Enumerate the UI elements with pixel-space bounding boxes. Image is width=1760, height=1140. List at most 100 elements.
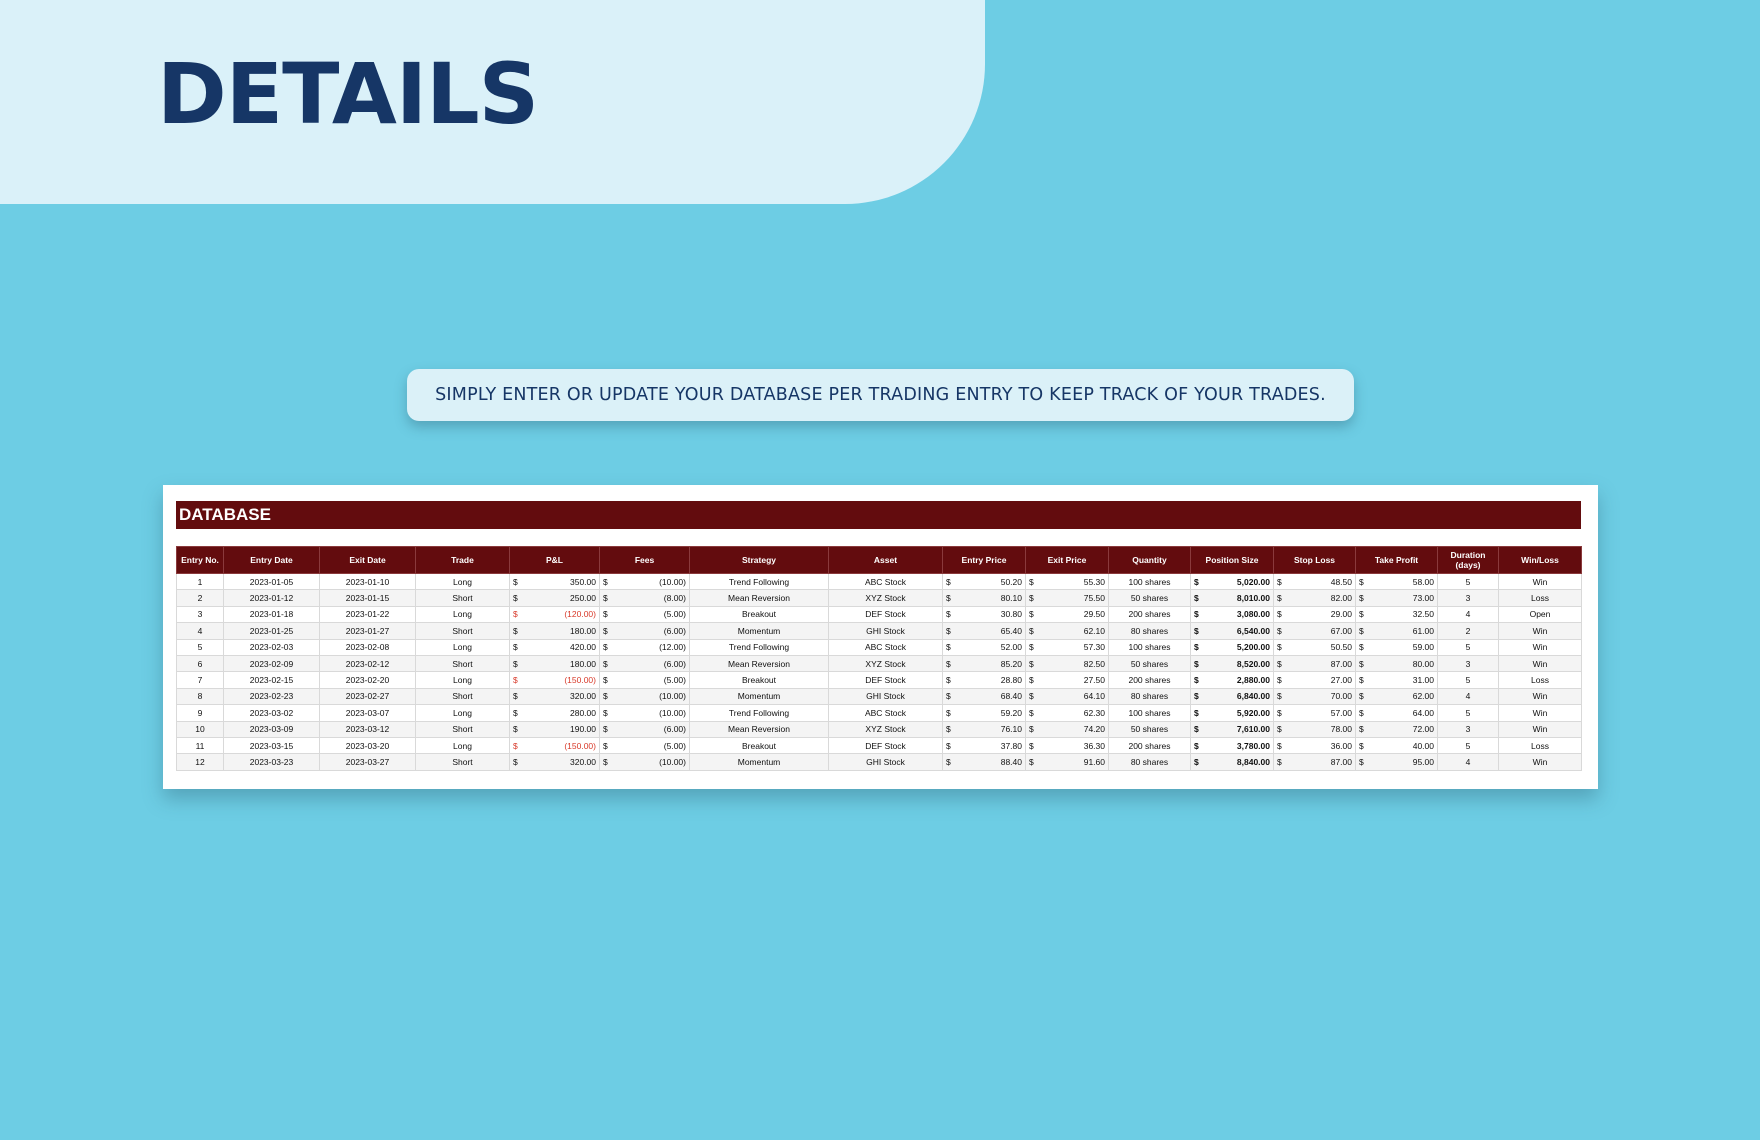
currency-symbol: $ — [513, 707, 518, 718]
cell-exit-date: 2023-02-08 — [319, 638, 416, 656]
cell-entry-date: 2023-03-15 — [223, 736, 320, 755]
amount: 28.80 — [1000, 675, 1022, 686]
table-row: 1 2023-01-05 2023-01-10 Long $350.00 $ (10.00)… — [176, 572, 1582, 591]
cell-duration: 5 — [1437, 638, 1499, 656]
currency-value: $30.80 — [946, 609, 1022, 619]
cell-pnl: $320.00 — [509, 687, 600, 706]
cell-entry-no: 12 — [176, 753, 224, 771]
cell-duration: 3 — [1437, 720, 1499, 738]
amount: 37.80 — [1000, 740, 1022, 751]
table-row: 8 2023-02-23 2023-02-27 Short $320.00 $ (10.00… — [176, 687, 1582, 706]
amount: 36.00 — [1330, 740, 1352, 751]
cell-pnl: $ (150.00) — [509, 736, 600, 755]
column-header: Exit Price — [1025, 546, 1109, 574]
currency-value: $6,540.00 — [1194, 626, 1270, 636]
amount: 280.00 — [570, 707, 596, 718]
amount: 61.00 — [1412, 625, 1434, 636]
amount: 32.50 — [1412, 609, 1434, 620]
cell-exit-price: $91.60 — [1025, 753, 1109, 771]
amount: 8,010.00 — [1236, 593, 1270, 604]
amount: (150.00) — [564, 675, 596, 686]
cell-fees: $ (12.00) — [599, 638, 690, 656]
column-header: Take Profit — [1355, 546, 1438, 574]
cell-quantity: 100 shares — [1108, 704, 1191, 722]
currency-symbol: $ — [603, 724, 608, 735]
amount: 87.00 — [1330, 658, 1352, 669]
cell-position-size: $5,200.00 — [1190, 638, 1274, 656]
currency-symbol: $ — [1194, 707, 1199, 718]
currency-value: $ (5.00) — [603, 675, 686, 685]
cell-pnl: $190.00 — [509, 720, 600, 738]
cell-win-loss: Loss — [1498, 671, 1582, 689]
cell-quantity: 50 shares — [1108, 720, 1191, 738]
cell-entry-no: 8 — [176, 687, 224, 706]
currency-symbol: $ — [1277, 756, 1282, 767]
currency-value: $8,840.00 — [1194, 757, 1270, 767]
currency-value: $350.00 — [513, 577, 596, 587]
cell-trade: Short — [415, 589, 510, 607]
cell-position-size: $8,840.00 — [1190, 753, 1274, 771]
amount: 73.00 — [1412, 593, 1434, 604]
cell-asset: ABC Stock — [828, 704, 943, 722]
table-row: 12 2023-03-23 2023-03-27 Short $320.00 $ (10.0… — [176, 753, 1582, 771]
currency-value: $91.60 — [1029, 757, 1105, 767]
amount: 36.30 — [1083, 740, 1105, 751]
cell-exit-date: 2023-02-27 — [319, 687, 416, 706]
cell-exit-price: $62.30 — [1025, 704, 1109, 722]
currency-symbol: $ — [946, 724, 951, 735]
amount: 87.00 — [1330, 756, 1352, 767]
currency-symbol: $ — [946, 593, 951, 604]
cell-take-profit: $64.00 — [1355, 704, 1438, 722]
currency-value: $62.10 — [1029, 626, 1105, 636]
amount: 420.00 — [570, 642, 596, 653]
cell-trade: Long — [415, 671, 510, 689]
cell-stop-loss: $82.00 — [1273, 589, 1356, 607]
amount: 67.00 — [1330, 625, 1352, 636]
cell-duration: 4 — [1437, 605, 1499, 624]
currency-symbol: $ — [946, 756, 951, 767]
cell-entry-date: 2023-01-05 — [223, 572, 320, 591]
amount: 76.10 — [1000, 724, 1022, 735]
cell-strategy: Mean Reversion — [689, 589, 829, 607]
cell-stop-loss: $48.50 — [1273, 572, 1356, 591]
currency-symbol: $ — [603, 740, 608, 751]
amount: 65.40 — [1000, 625, 1022, 636]
currency-symbol: $ — [513, 691, 518, 702]
cell-duration: 4 — [1437, 753, 1499, 771]
currency-symbol: $ — [1029, 740, 1034, 751]
cell-stop-loss: $57.00 — [1273, 704, 1356, 722]
amount: 29.50 — [1083, 609, 1105, 620]
cell-position-size: $3,780.00 — [1190, 736, 1274, 755]
cell-fees: $ (5.00) — [599, 671, 690, 689]
currency-symbol: $ — [513, 642, 518, 653]
currency-value: $3,080.00 — [1194, 609, 1270, 619]
currency-value: $5,920.00 — [1194, 708, 1270, 718]
cell-fees: $ (5.00) — [599, 605, 690, 624]
page-title: DETAILS — [157, 45, 539, 143]
cell-strategy: Momentum — [689, 753, 829, 771]
cell-asset: DEF Stock — [828, 671, 943, 689]
cell-duration: 2 — [1437, 622, 1499, 640]
amount: 62.30 — [1083, 707, 1105, 718]
column-header: Win/Loss — [1498, 546, 1582, 574]
cell-entry-price: $37.80 — [942, 736, 1026, 755]
currency-value: $ (150.00) — [513, 741, 596, 751]
cell-quantity: 80 shares — [1108, 687, 1191, 706]
cell-position-size: $2,880.00 — [1190, 671, 1274, 689]
cell-entry-date: 2023-02-23 — [223, 687, 320, 706]
cell-win-loss: Win — [1498, 753, 1582, 771]
currency-symbol: $ — [1029, 576, 1034, 587]
amount: 55.30 — [1083, 576, 1105, 587]
cell-quantity: 50 shares — [1108, 589, 1191, 607]
cell-asset: GHI Stock — [828, 622, 943, 640]
cell-win-loss: Win — [1498, 638, 1582, 656]
cell-exit-price: $82.50 — [1025, 654, 1109, 673]
cell-quantity: 200 shares — [1108, 605, 1191, 624]
amount: 72.00 — [1412, 724, 1434, 735]
column-header: Trade — [415, 546, 510, 574]
currency-symbol: $ — [603, 658, 608, 669]
currency-value: $6,840.00 — [1194, 691, 1270, 701]
currency-symbol: $ — [1194, 675, 1199, 686]
amount: 350.00 — [570, 576, 596, 587]
currency-value: $27.50 — [1029, 675, 1105, 685]
